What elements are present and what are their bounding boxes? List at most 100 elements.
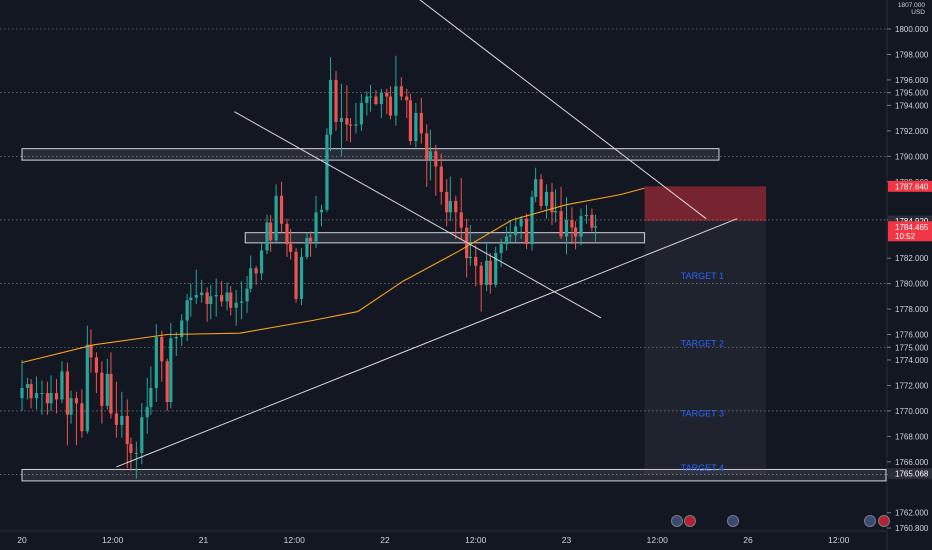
trendline[interactable]: [234, 111, 602, 319]
candle-body: [505, 236, 509, 245]
price-tick-label: 1768.000: [895, 432, 929, 441]
event-flag-icon[interactable]: [727, 515, 739, 527]
candle-body: [154, 337, 158, 388]
candle-body: [34, 393, 39, 399]
zones-layer: [21, 148, 887, 482]
candle-body: [539, 179, 543, 206]
moving-average-line: [21, 187, 645, 364]
candle-body: [205, 292, 209, 304]
candle-body: [379, 92, 383, 105]
price-tick-label: 1775.000: [895, 343, 929, 352]
candle-body: [308, 237, 313, 242]
candle-body: [279, 195, 284, 224]
candle-body: [169, 338, 173, 402]
event-flag-icon[interactable]: [671, 515, 683, 527]
candle-body: [368, 96, 373, 98]
candle-body: [385, 92, 389, 97]
candle-body: [100, 372, 104, 406]
candle-body: [220, 295, 224, 302]
price-tick-label: 1780.000: [895, 280, 929, 289]
candle-body: [94, 357, 99, 373]
candle-body: [314, 212, 318, 242]
time-tick-label: 21: [199, 535, 209, 545]
price-tick-label: 1760.800: [895, 524, 929, 533]
candle-body: [160, 337, 164, 362]
time-tick-label: 22: [380, 535, 390, 545]
candle-body: [359, 102, 364, 125]
candle-body: [394, 86, 398, 116]
candle-body: [249, 268, 253, 289]
candle-body: [434, 151, 438, 167]
candle-body: [530, 197, 534, 245]
trendlines-layer: [116, 0, 738, 468]
candle-body: [485, 260, 489, 285]
candle-body: [564, 219, 569, 237]
event-flag-icon[interactable]: [684, 515, 696, 527]
target-label: TARGET 4: [681, 463, 724, 473]
event-flag-icon[interactable]: [878, 515, 890, 527]
moving-average-layer: [21, 187, 645, 364]
candle-body: [299, 256, 304, 299]
price-tick-label: 1798.000: [895, 50, 929, 59]
price-tick-label: 1795.000: [895, 89, 929, 98]
candle-body: [145, 407, 149, 418]
candle-body: [185, 300, 189, 321]
price-badge-label: 1787.640: [895, 182, 929, 191]
event-flag-icon[interactable]: [864, 515, 876, 527]
time-tick-label: 12:00: [284, 535, 306, 545]
candle-body: [180, 320, 184, 338]
candle-body: [109, 373, 113, 414]
candle-body: [105, 373, 109, 406]
candle-body: [514, 226, 518, 236]
price-tick-label: 1772.000: [895, 381, 929, 390]
time-tick-label: 12:00: [828, 535, 850, 545]
price-tick-label: 1770.000: [895, 407, 929, 416]
candle-body: [200, 292, 204, 296]
candle-body: [405, 96, 409, 101]
candle-body: [550, 191, 554, 213]
time-axis[interactable]: 20 12:00 21 12:00 22 12:00 23 12:00 26 12:00: [17, 535, 849, 545]
candle-body: [194, 295, 198, 298]
price-tick-label: 1778.000: [895, 305, 929, 314]
price-tick-label: 1766.000: [895, 458, 929, 467]
trendline[interactable]: [116, 218, 738, 468]
candle-body: [265, 222, 269, 251]
time-tick-label: 20: [17, 535, 27, 545]
candle-body: [125, 415, 129, 444]
candle-body: [20, 387, 24, 399]
take-profit-zone: [644, 220, 767, 475]
candle-body: [114, 413, 118, 425]
trendline[interactable]: [341, 0, 707, 220]
candle-body: [54, 393, 59, 400]
candle-body: [174, 337, 178, 339]
candle-body: [593, 226, 598, 228]
candle-body: [570, 219, 574, 228]
candle-body: [354, 124, 358, 126]
target-labels-layer: TARGET 1 TARGET 2 TARGET 3 TARGET 4: [681, 271, 724, 473]
support-resistance-zone: [21, 468, 887, 482]
candle-body: [419, 113, 423, 134]
candle-body: [209, 296, 213, 304]
price-tick-label: 1794.000: [895, 101, 929, 110]
candle-body: [348, 124, 353, 126]
price-tick-label: 1800.000: [895, 25, 929, 34]
candle-body: [474, 256, 478, 266]
candle-body: [129, 443, 133, 453]
candle-body: [579, 216, 583, 237]
candle-body: [448, 200, 452, 213]
time-tick-label: 26: [743, 535, 753, 545]
economic-events: [671, 515, 890, 527]
candle-body: [229, 292, 233, 308]
trade-box-layer: [644, 186, 767, 475]
candle-body: [214, 295, 218, 297]
candle-body: [149, 387, 153, 408]
candle-body: [454, 200, 458, 213]
candle-body: [289, 244, 293, 252]
candle-body: [240, 301, 244, 303]
price-badge: [888, 468, 932, 480]
candle-body: [425, 133, 429, 161]
candle-body: [388, 96, 393, 116]
stop-loss-zone: [644, 186, 767, 221]
candle-body: [365, 96, 369, 103]
